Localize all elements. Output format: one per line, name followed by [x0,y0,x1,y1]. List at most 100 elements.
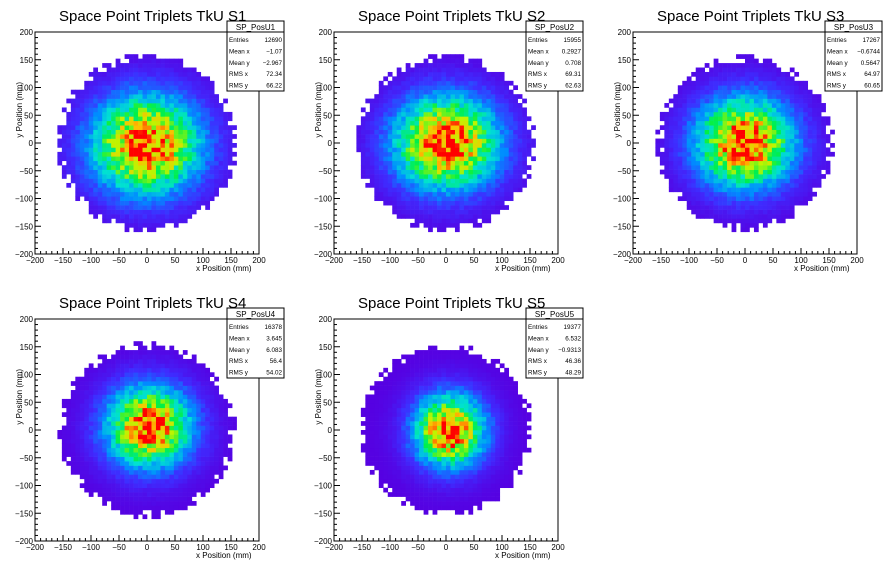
heatmap-cell [405,129,411,135]
heatmap-cell [147,469,152,475]
heatmap-cell [369,169,375,175]
heatmap-cell [106,376,112,382]
heatmap-cell [803,89,809,95]
stats-row-value: 15955 [563,37,581,44]
heatmap-cell [700,209,705,215]
heatmap-cell [173,214,179,219]
heatmap-cell [124,478,130,484]
heatmap-cell [173,483,179,489]
heatmap-cell [369,182,375,188]
heatmap-cell [155,438,161,444]
heatmap-cell [191,372,197,378]
heatmap-cell [383,125,389,130]
heatmap-cell [704,120,710,126]
heatmap-cell [758,147,764,153]
heatmap-cell [173,394,179,400]
heatmap-cell [767,80,773,86]
heatmap-cell [138,394,143,400]
heatmap-cell [767,138,773,144]
heatmap-cell [477,71,483,77]
heatmap-cell [360,165,366,170]
heatmap-cell [160,222,166,228]
heatmap-cell [97,492,103,497]
heatmap-cell [803,80,809,86]
heatmap-cell [79,94,85,99]
heatmap-cell [142,205,148,210]
heatmap-cell [486,129,492,135]
heatmap-cell [718,134,723,139]
heatmap-cell [147,67,152,73]
heatmap-cell [713,143,719,148]
heatmap-cell [383,200,389,206]
heatmap-cell [178,169,184,175]
heatmap-cell [463,214,469,219]
heatmap-cell [771,120,777,126]
heatmap-cell [115,98,121,104]
heatmap-cell [147,187,152,193]
heatmap-cell [147,487,152,493]
heatmap-cell [432,67,438,73]
heatmap-cell [753,178,759,184]
heatmap-cell [151,107,157,113]
heatmap-cell [677,169,683,175]
heatmap-cell [396,196,402,202]
heatmap-cell [182,438,188,444]
heatmap-cell [668,147,674,153]
heatmap-cell [745,120,750,126]
heatmap-cell [97,443,103,449]
heatmap-cell [187,501,193,506]
heatmap-cell [106,487,112,493]
heatmap-cell [205,447,211,453]
heatmap-cell [499,205,505,210]
heatmap-cell [182,367,188,373]
heatmap-cell [205,390,211,395]
heatmap-cell [682,103,688,108]
heatmap-cell [472,94,478,99]
heatmap-cell [111,363,116,369]
heatmap-cell [151,151,157,157]
heatmap-cell [196,182,202,188]
heatmap-cell [454,98,460,104]
heatmap-cell [106,178,112,184]
heatmap-cell [490,169,496,175]
heatmap-cell [164,200,170,206]
heatmap-cell [79,483,85,489]
heatmap-cell [513,111,518,117]
heatmap-cell [454,218,460,224]
heatmap-cell [84,178,90,184]
heatmap-cell [758,196,764,202]
heatmap-cell [178,174,184,179]
heatmap-cell [454,80,460,86]
heatmap-cell [120,71,125,77]
heatmap-cell [454,116,460,122]
heatmap-cell [191,143,197,148]
heatmap-cell [200,443,206,449]
heatmap-cell [428,165,433,170]
heatmap-cell [727,63,732,68]
heatmap-cell [173,367,179,373]
heatmap-cell [745,98,750,104]
heatmap-cell [129,67,134,73]
heatmap-cell [812,178,817,184]
heatmap-cell [396,76,402,82]
heatmap-cell [780,169,786,175]
heatmap-cell [97,390,103,395]
heatmap-cell [713,205,719,210]
heatmap-cell [771,71,777,77]
heatmap-cell [749,103,755,108]
heatmap-cell [133,376,139,382]
heatmap-cell [178,111,184,117]
heatmap-cell [499,103,505,108]
heatmap-cell [495,178,501,184]
heatmap-cell [740,160,746,166]
heatmap-cell [129,358,134,364]
heatmap-cell [169,107,175,113]
heatmap-cell [472,58,478,64]
heatmap-cell [700,174,705,179]
heatmap-cell [155,381,161,386]
heatmap-cell [129,501,134,506]
heatmap-cell [151,138,157,144]
heatmap-cell [736,129,741,135]
heatmap-cell [155,461,161,466]
heatmap-cell [405,182,411,188]
